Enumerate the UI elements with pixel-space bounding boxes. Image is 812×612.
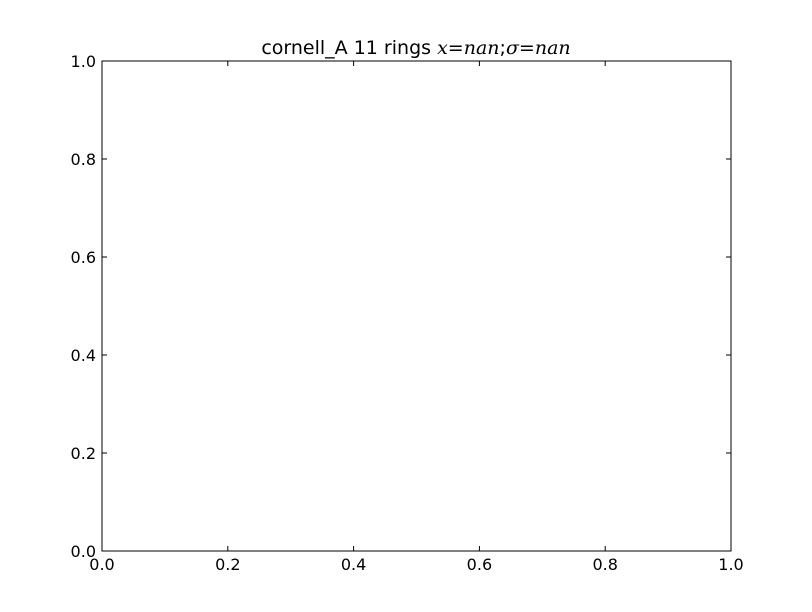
x-tick-label: 1.0 <box>718 555 743 574</box>
y-tick-label: 0.6 <box>71 248 96 267</box>
x-tick-label: 0.6 <box>467 555 492 574</box>
chart-title: cornell_A 11 rings x=nan;σ=nan <box>261 37 570 59</box>
title-val2: nan <box>535 37 571 59</box>
y-tick-label: 0.4 <box>71 346 96 365</box>
y-axis: 0.0 0.2 0.4 0.6 0.8 1.0 <box>71 52 731 561</box>
title-math-sigma: σ <box>506 37 520 59</box>
title-eq1: = <box>448 37 464 59</box>
title-eq2: = <box>519 37 535 59</box>
x-tick-label: 0.8 <box>592 555 617 574</box>
plot-area <box>101 60 732 552</box>
y-tick-label: 0.2 <box>71 444 96 463</box>
x-axis: 0.0 0.2 0.4 0.6 0.8 1.0 <box>89 61 744 574</box>
title-prefix: cornell_A 11 rings <box>261 37 437 59</box>
y-tick-label: 1.0 <box>71 52 96 71</box>
title-sep: ; <box>500 37 506 59</box>
y-tick-label: 0.0 <box>71 542 96 561</box>
title-val1: nan <box>464 37 500 59</box>
x-tick-label: 0.4 <box>341 555 366 574</box>
x-tick-label: 0.0 <box>89 555 114 574</box>
title-math-x: x <box>437 37 448 59</box>
y-tick-label: 0.8 <box>71 150 96 169</box>
x-tick-label: 0.2 <box>215 555 240 574</box>
